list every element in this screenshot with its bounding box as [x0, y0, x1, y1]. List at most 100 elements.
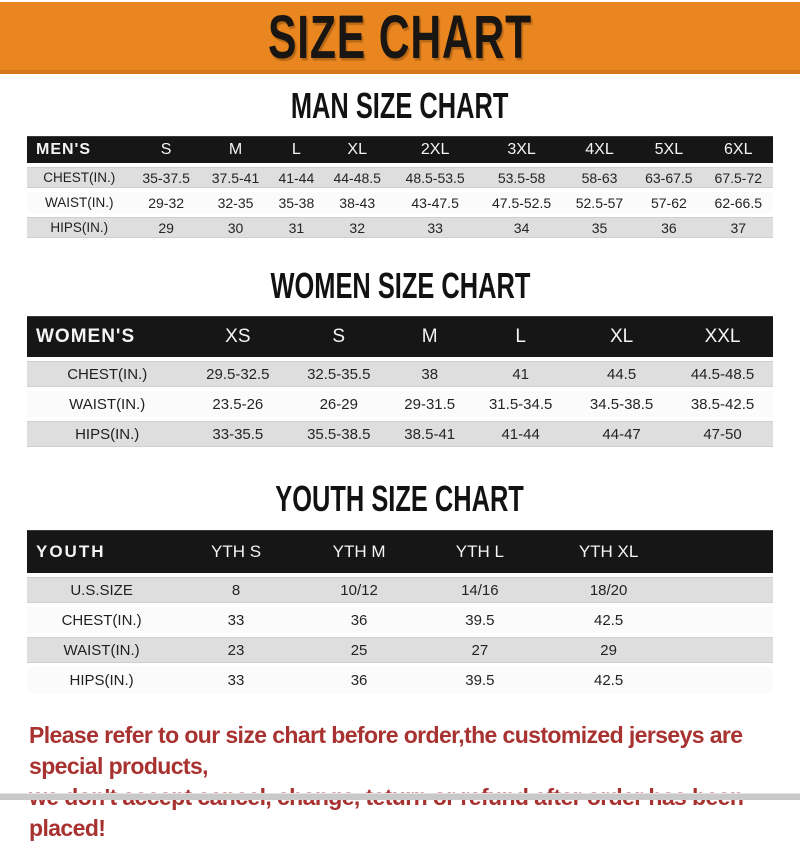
youth-column-header: YTH S: [176, 530, 296, 573]
youth-header-row: YOUTH YTH S YTH M YTH L YTH XL: [27, 530, 773, 573]
youth-value-cell: 29: [537, 637, 680, 663]
men-section-heading: MAN SIZE CHART: [27, 84, 773, 127]
youth-row-label: HIPS(IN.): [27, 667, 177, 693]
women-column-header: S: [288, 316, 390, 357]
men-row-label: HIPS(IN.): [27, 217, 132, 238]
men-column-header: L: [270, 136, 323, 163]
men-value-cell: 35-37.5: [131, 167, 201, 188]
women-value-cell: 34.5-38.5: [571, 391, 673, 417]
youth-value-cell: 39.5: [422, 607, 538, 633]
women-header-row: WOMEN'S XS S M L XL XXL: [27, 316, 773, 357]
men-column-header: S: [131, 136, 201, 163]
youth-spacer-cell: [679, 667, 773, 693]
youth-table-row: WAIST(IN.) 23 25 27 29: [27, 637, 773, 663]
women-value-cell: 41-44: [470, 421, 572, 447]
youth-size-table: YOUTH YTH S YTH M YTH L YTH XL U.S.SIZE 8 10/12…: [27, 526, 773, 697]
men-section: MAN SIZE CHART MEN'S S M L XL 2XL 3XL 4XL 5XL 6XL…: [27, 84, 773, 242]
men-value-cell: 29-32: [131, 192, 201, 213]
women-size-table: WOMEN'S XS S M L XL XXL CHEST(IN.) 29.5-32.5 32.5…: [27, 312, 773, 451]
youth-row-label: CHEST(IN.): [27, 607, 177, 633]
youth-section: YOUTH SIZE CHART YOUTH YTH S YTH M YTH L YTH…: [27, 478, 773, 697]
size-chart-banner: SIZE CHART: [0, 0, 800, 74]
order-notice: Please refer to our size chart before or…: [0, 720, 800, 844]
youth-value-cell: 8: [176, 577, 296, 603]
women-value-cell: 26-29: [288, 391, 390, 417]
men-column-header: M: [200, 136, 271, 163]
youth-value-cell: 14/16: [422, 577, 538, 603]
men-value-cell: 36: [634, 217, 704, 238]
notice-line-1: Please refer to our size chart before or…: [29, 722, 743, 779]
youth-spacer-cell: [679, 530, 773, 573]
women-value-cell: 38: [389, 361, 471, 387]
men-table-row: HIPS(IN.) 29 30 31 32 33 34 35 36 37: [27, 217, 773, 238]
men-value-cell: 35-38: [270, 192, 323, 213]
men-value-cell: 32: [322, 217, 392, 238]
youth-value-cell: 10/12: [295, 577, 423, 603]
youth-value-cell: 23: [176, 637, 296, 663]
youth-spacer-cell: [679, 577, 773, 603]
men-value-cell: 41-44: [270, 167, 323, 188]
youth-value-cell: 18/20: [537, 577, 680, 603]
men-value-cell: 47.5-52.5: [478, 192, 565, 213]
youth-value-cell: 39.5: [422, 667, 538, 693]
women-table-row: WAIST(IN.) 23.5-26 26-29 29-31.5 31.5-34.5 34…: [27, 391, 773, 417]
youth-row-label: U.S.SIZE: [27, 577, 177, 603]
women-value-cell: 41: [470, 361, 572, 387]
men-column-header: 6XL: [703, 136, 773, 163]
women-column-header: L: [470, 316, 572, 357]
women-value-cell: 38.5-42.5: [672, 391, 773, 417]
youth-section-heading: YOUTH SIZE CHART: [27, 478, 773, 518]
women-row-label: HIPS(IN.): [27, 421, 188, 447]
women-value-cell: 31.5-34.5: [470, 391, 572, 417]
men-column-header: 5XL: [634, 136, 704, 163]
men-value-cell: 52.5-57: [564, 192, 635, 213]
men-value-cell: 48.5-53.5: [391, 167, 479, 188]
men-column-header: 3XL: [478, 136, 565, 163]
youth-table-row: CHEST(IN.) 33 36 39.5 42.5: [27, 607, 773, 633]
youth-spacer-cell: [679, 607, 773, 633]
women-heading-text: WOMEN SIZE CHART: [270, 264, 530, 307]
youth-column-header: YTH XL: [537, 530, 680, 573]
youth-value-cell: 42.5: [537, 607, 680, 633]
women-table-row: CHEST(IN.) 29.5-32.5 32.5-35.5 38 41 44.5 44.5…: [27, 361, 773, 387]
men-table-row: WAIST(IN.) 29-32 32-35 35-38 38-43 43-47.5 47.…: [27, 192, 773, 213]
men-row-label: WAIST(IN.): [27, 192, 132, 213]
men-value-cell: 29: [131, 217, 201, 238]
men-column-header: 2XL: [391, 136, 479, 163]
women-value-cell: 47-50: [672, 421, 773, 447]
men-value-cell: 62-66.5: [703, 192, 773, 213]
men-value-cell: 33: [391, 217, 479, 238]
content: MAN SIZE CHART MEN'S S M L XL 2XL 3XL 4XL 5XL 6XL…: [0, 84, 800, 697]
men-value-cell: 37.5-41: [200, 167, 271, 188]
youth-value-cell: 36: [295, 667, 423, 693]
men-value-cell: 31: [270, 217, 323, 238]
youth-table-row: U.S.SIZE 8 10/12 14/16 18/20: [27, 577, 773, 603]
women-column-header: M: [389, 316, 471, 357]
bottom-strip: [0, 793, 800, 800]
women-value-cell: 35.5-38.5: [288, 421, 390, 447]
banner-title: SIZE CHART: [267, 3, 533, 73]
women-value-cell: 23.5-26: [187, 391, 289, 417]
men-value-cell: 67.5-72: [703, 167, 773, 188]
youth-value-cell: 42.5: [537, 667, 680, 693]
women-value-cell: 44-47: [571, 421, 673, 447]
men-column-header: XL: [322, 136, 392, 163]
men-value-cell: 57-62: [634, 192, 704, 213]
men-row-label: CHEST(IN.): [27, 167, 132, 188]
women-column-header: XXL: [672, 316, 773, 357]
women-value-cell: 44.5: [571, 361, 673, 387]
women-header-label: WOMEN'S: [27, 316, 188, 357]
youth-value-cell: 27: [422, 637, 538, 663]
men-heading-text: MAN SIZE CHART: [291, 84, 509, 127]
men-size-table: MEN'S S M L XL 2XL 3XL 4XL 5XL 6XL CHEST(IN.) 35-37…: [27, 132, 773, 242]
women-section: WOMEN SIZE CHART WOMEN'S XS S M L XL XXL CHEST(…: [27, 264, 773, 451]
youth-column-header: YTH L: [422, 530, 538, 573]
women-row-label: CHEST(IN.): [27, 361, 188, 387]
youth-row-label: WAIST(IN.): [27, 637, 177, 663]
women-column-header: XS: [187, 316, 289, 357]
women-value-cell: 44.5-48.5: [672, 361, 773, 387]
women-row-label: WAIST(IN.): [27, 391, 188, 417]
men-value-cell: 35: [564, 217, 635, 238]
men-column-header: 4XL: [564, 136, 635, 163]
